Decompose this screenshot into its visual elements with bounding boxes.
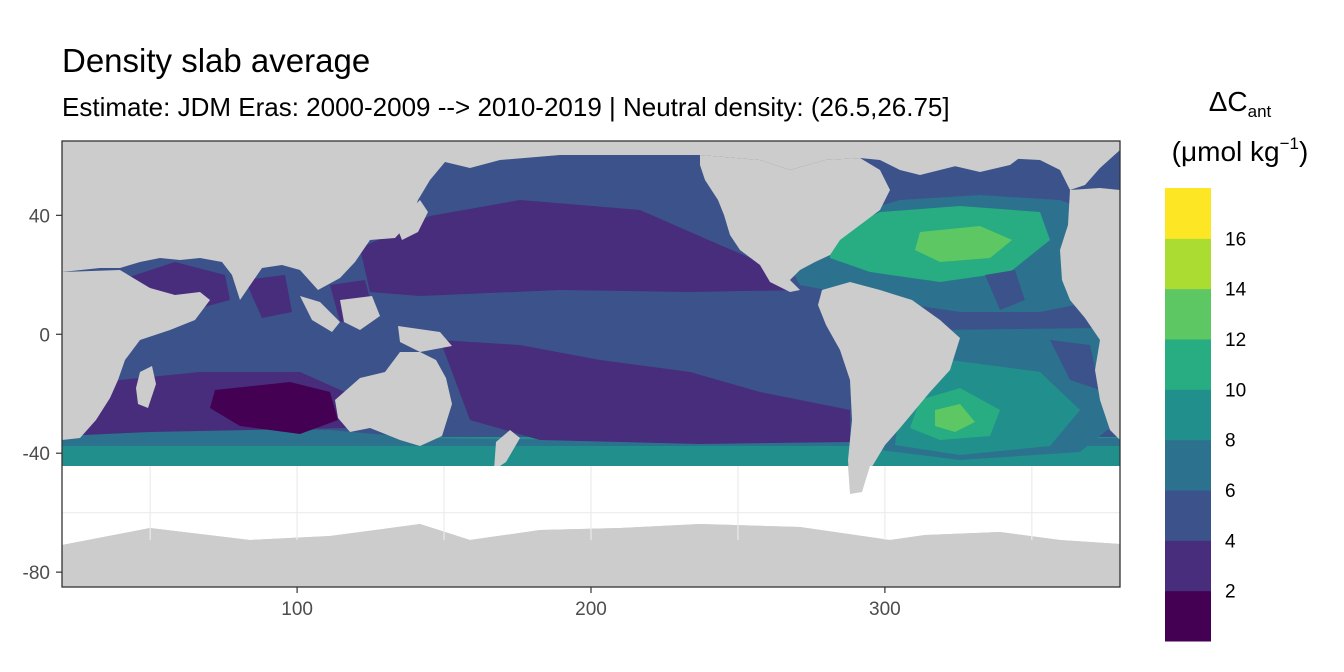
y-tick-label: 0 bbox=[39, 325, 50, 346]
indian-ocean-minimum bbox=[210, 382, 338, 434]
legend-break-label: 4 bbox=[1225, 531, 1236, 552]
australia-land bbox=[335, 352, 452, 446]
legend-unit-suffix: ) bbox=[1299, 136, 1309, 167]
legend-break-label: 10 bbox=[1225, 380, 1246, 401]
north-atlantic-peak bbox=[915, 226, 1012, 262]
iberia-africa-west-land bbox=[1060, 188, 1120, 440]
legend-color-swatch bbox=[1165, 188, 1211, 239]
legend-break-label: 8 bbox=[1225, 431, 1236, 452]
legend-color-swatch bbox=[1165, 490, 1211, 541]
legend-title-main: ΔC bbox=[1208, 86, 1248, 117]
legend-unit-prefix: (μmol kg bbox=[1171, 136, 1280, 167]
legend-colorbar: 2 4 6 8 10 12 14 16 bbox=[1165, 188, 1247, 642]
africa-arabia-land bbox=[62, 270, 210, 440]
x-tick-label: 100 bbox=[281, 599, 313, 620]
legend-color-swatch bbox=[1165, 288, 1211, 340]
y-tick-label: -40 bbox=[23, 444, 50, 465]
legend-break-label: 2 bbox=[1225, 582, 1236, 603]
new-zealand-land bbox=[494, 430, 520, 470]
map-panel bbox=[62, 141, 1120, 587]
x-tick-label: 200 bbox=[575, 599, 607, 620]
borneo-land bbox=[340, 296, 380, 330]
plot-title: Density slab average bbox=[62, 42, 371, 79]
x-axis: 100 200 300 bbox=[281, 587, 901, 620]
plot-subtitle: Estimate: JDM Eras: 2000-2009 --> 2010-2… bbox=[62, 92, 950, 122]
legend-title: ΔCant bbox=[1150, 86, 1330, 122]
legend-color-swatch bbox=[1165, 590, 1211, 642]
y-tick-label: -80 bbox=[23, 563, 50, 584]
grid-lines bbox=[62, 466, 1120, 540]
legend-break-label: 12 bbox=[1225, 330, 1246, 351]
y-axis: 40 0 -40 -80 bbox=[23, 206, 62, 584]
x-tick-label: 300 bbox=[869, 599, 901, 620]
north-pacific-low-region bbox=[360, 200, 800, 296]
legend-unit-superscript: −1 bbox=[1279, 134, 1299, 153]
legend-color-swatch bbox=[1165, 389, 1211, 441]
east-atlantic-low-1 bbox=[985, 270, 1025, 310]
eurasia-land bbox=[62, 141, 1120, 300]
y-tick-label: 40 bbox=[29, 206, 50, 227]
legend-break-label: 6 bbox=[1225, 481, 1236, 502]
legend-color-swatch bbox=[1165, 439, 1211, 491]
madagascar-land bbox=[136, 366, 156, 408]
greenland-land bbox=[920, 141, 1030, 172]
japan-land bbox=[398, 200, 428, 240]
legend-unit: (μmol kg−1) bbox=[1150, 134, 1330, 168]
south-atlantic-peak bbox=[935, 404, 975, 432]
legend-color-swatch bbox=[1165, 238, 1211, 290]
south-america-tip-land bbox=[848, 466, 870, 494]
south-america-land bbox=[818, 282, 960, 492]
legend-title-subscript: ant bbox=[1247, 102, 1272, 121]
antarctic-shelf-land bbox=[62, 524, 1120, 587]
sumatra-land bbox=[300, 296, 340, 332]
legend-break-label: 16 bbox=[1225, 229, 1246, 250]
east-atlantic-low-2 bbox=[1050, 340, 1100, 390]
north-america-land bbox=[700, 155, 890, 292]
legend-break-label: 14 bbox=[1225, 280, 1247, 301]
new-guinea-land bbox=[398, 326, 452, 352]
south-pacific-low-region bbox=[440, 340, 850, 444]
bay-of-bengal-low bbox=[245, 275, 292, 318]
legend-color-swatch bbox=[1165, 540, 1211, 592]
legend-color-swatch bbox=[1165, 339, 1211, 390]
